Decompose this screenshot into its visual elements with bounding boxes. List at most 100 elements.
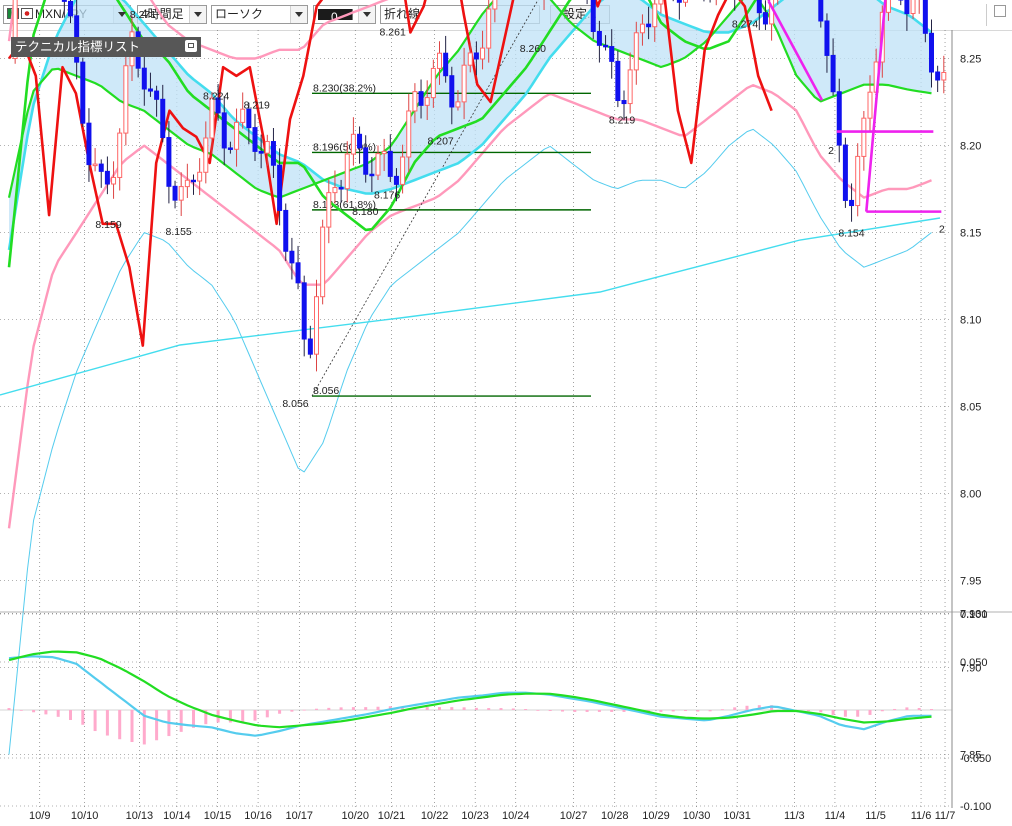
candle	[703, 0, 705, 2]
candle	[80, 57, 86, 127]
candle	[277, 148, 283, 226]
candle-body	[861, 117, 867, 157]
candle-body	[221, 112, 227, 149]
price-label: 8.056	[282, 398, 308, 410]
japan-flag-icon	[21, 8, 33, 19]
chevron-down-icon	[295, 12, 303, 17]
candle-body	[307, 338, 313, 355]
candle	[885, 0, 891, 21]
candle-body	[400, 156, 406, 185]
candle	[424, 80, 430, 120]
y-axis-tick: 7.95	[960, 576, 981, 588]
candle	[215, 84, 221, 121]
macd-y-tick: 0.050	[960, 657, 988, 669]
candle	[387, 134, 393, 183]
candle-body	[473, 52, 479, 60]
candle-body	[240, 108, 246, 123]
candle-body	[935, 71, 941, 81]
candle-body	[621, 100, 627, 105]
histogram-bar	[462, 707, 466, 710]
red-line-path	[7, 0, 773, 347]
candle-body	[141, 67, 147, 90]
candle	[430, 59, 436, 108]
candle	[252, 113, 258, 162]
candle-body	[381, 150, 387, 155]
candle	[191, 174, 196, 195]
y-axis-tick: 8.05	[960, 402, 981, 414]
bollinger-bands	[0, 0, 941, 755]
candle-body	[836, 91, 842, 146]
candle	[406, 93, 412, 173]
candle-body	[633, 32, 639, 71]
candle	[437, 41, 442, 85]
candle-body	[357, 133, 363, 149]
candle-body	[104, 170, 110, 185]
chart-kind-select[interactable]: ローソク	[211, 5, 308, 24]
indicator-list-panel[interactable]: テクニカル指標リスト	[11, 37, 201, 57]
candle	[270, 128, 276, 178]
candle-body	[197, 171, 203, 182]
price-label: 8.159	[95, 219, 121, 231]
trend-lines[interactable]: 22	[767, 0, 945, 236]
candle	[147, 72, 153, 97]
candle-body	[258, 150, 264, 154]
candle	[289, 237, 295, 280]
chevron-down-icon	[363, 12, 371, 17]
candle	[849, 183, 855, 222]
candle	[184, 163, 190, 198]
candle-body	[627, 69, 633, 105]
candle-body	[443, 52, 449, 77]
long-trend-line	[0, 217, 941, 396]
price-label: 8.154	[838, 228, 864, 240]
candle	[357, 126, 363, 164]
histogram-bar	[536, 710, 540, 711]
y-axis-tick: 7.90	[960, 663, 981, 675]
candle-body	[227, 147, 233, 150]
candle	[283, 203, 289, 262]
candle	[412, 83, 418, 124]
candlesticks[interactable]	[12, 0, 947, 372]
candle-body	[295, 262, 301, 284]
histogram-bar	[339, 707, 343, 710]
candle	[486, 0, 492, 63]
candle	[918, 0, 920, 14]
candle-body	[922, 0, 928, 34]
candle	[590, 0, 596, 39]
candle	[672, 0, 674, 2]
candle-body	[762, 12, 768, 25]
histogram-bar	[733, 707, 737, 710]
candle	[836, 78, 842, 163]
candle-body	[86, 122, 92, 166]
candle	[935, 65, 941, 93]
x-axis-date: 10/9	[29, 810, 50, 822]
histogram-bar	[843, 710, 847, 717]
window-toggle-icon[interactable]	[994, 5, 1006, 17]
panel-collapse-icon[interactable]	[185, 40, 197, 52]
candle-body	[424, 97, 430, 106]
y-axis-tick: 7.931	[960, 609, 988, 621]
x-axis-date: 10/15	[204, 810, 232, 822]
histogram-bar	[499, 708, 503, 710]
candle-body	[363, 147, 369, 175]
candle	[307, 325, 313, 359]
line-style-swatch: 0	[318, 9, 353, 23]
date-axis: 10/9 10/10 10/13 10/14 10/15 10/16 10/17 10/20 1…	[29, 810, 955, 822]
price-label: 8.271	[130, 9, 156, 21]
candle-body	[867, 91, 873, 119]
candle-body	[615, 60, 621, 102]
trend-mark-label: 2	[828, 145, 834, 157]
macd-y-tick: -0.050	[960, 753, 991, 765]
x-axis-date: 10/31	[723, 810, 751, 822]
histogram-bar	[745, 705, 749, 710]
candle	[61, 0, 67, 18]
candle	[344, 141, 350, 203]
trend-line-up	[865, 0, 887, 212]
candle-body	[375, 153, 381, 176]
trend-mark-label: 2	[939, 224, 945, 236]
histogram-bar	[327, 707, 331, 710]
x-axis-date: 11/7	[935, 810, 956, 822]
candle	[240, 92, 246, 129]
candle	[393, 168, 399, 202]
histogram-bar	[893, 708, 897, 710]
